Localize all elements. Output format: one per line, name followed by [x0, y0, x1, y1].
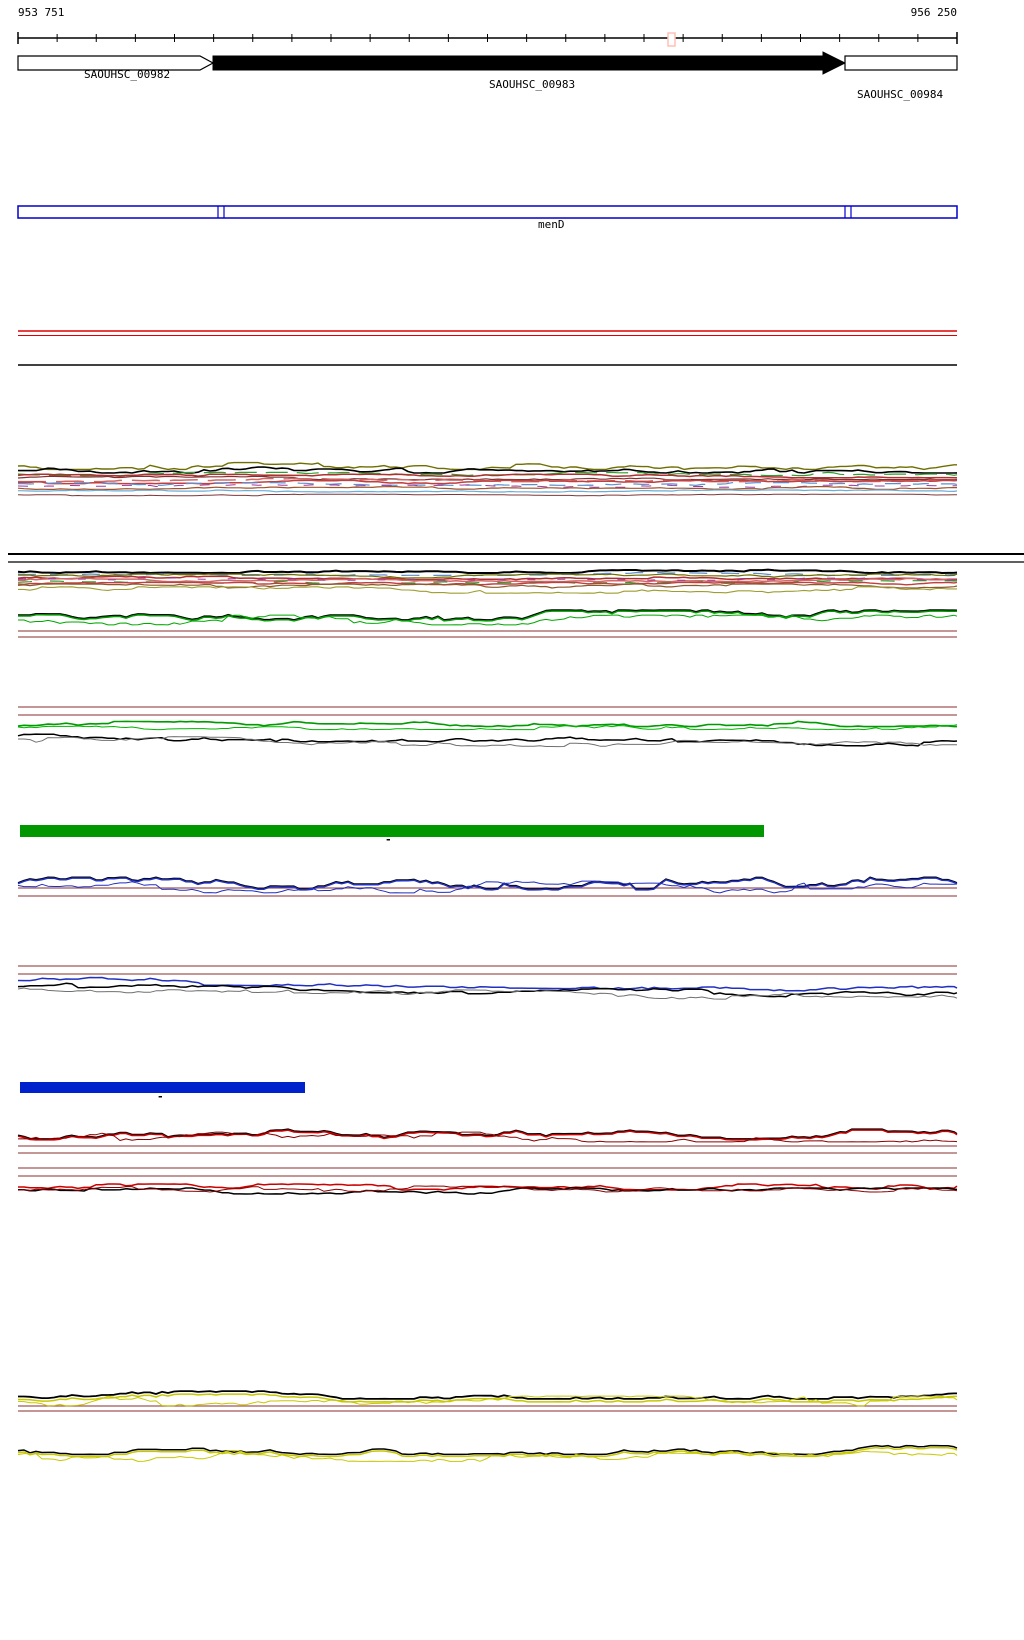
yellow-plot-upper [17, 1390, 958, 1407]
plot-line [17, 575, 957, 581]
plot-line [17, 583, 958, 589]
gene-arrow-SAOUHSC_00984[interactable] [844, 55, 958, 71]
blue-plot-lower [17, 976, 958, 1000]
right-coordinate-label: 956 250 [910, 6, 957, 19]
plot-line [18, 736, 957, 748]
plot-line [17, 1128, 958, 1140]
plot-line [18, 610, 958, 622]
multicolor-band-1 [17, 461, 958, 497]
multicolor-band-2 [17, 568, 958, 594]
plot-line [17, 987, 958, 1000]
cursor-marker[interactable] [667, 32, 676, 47]
plot-line [17, 568, 958, 574]
green-plot-lower [17, 720, 958, 748]
mend-feature-bar[interactable] [17, 205, 958, 219]
left-coordinate-label: 953 751 [18, 6, 65, 19]
coverage-plots [17, 461, 958, 1462]
reference-lines [8, 330, 1024, 1412]
plot-line [17, 473, 957, 479]
gene-arrow-SAOUHSC_00982[interactable] [17, 55, 215, 71]
plot-line [18, 586, 957, 594]
plot-line [17, 724, 958, 731]
plot-line [17, 880, 958, 894]
plot-line [17, 1444, 958, 1456]
gene-label-saouhsc-00983: SAOUHSC_00983 [489, 78, 576, 91]
plot-line [17, 877, 958, 891]
gene-label-saouhsc-00984: SAOUHSC_00984 [857, 88, 944, 101]
red-plot-upper [17, 1128, 958, 1143]
blue-plot-upper [17, 876, 958, 894]
red-plot-lower [17, 1183, 958, 1195]
plot-line [17, 571, 957, 577]
base-position-ruler [17, 32, 958, 47]
plot-line [18, 1390, 957, 1400]
plot-line [17, 733, 958, 747]
plot-line [17, 1131, 958, 1143]
plot-line [18, 1183, 958, 1191]
plot-line [18, 482, 958, 486]
plot-line [18, 573, 958, 579]
green-plot-upper [18, 609, 958, 626]
plot-line [17, 1185, 958, 1193]
yellow-plot-lower [17, 1444, 958, 1462]
plot-line [17, 493, 957, 497]
mend-bar[interactable] [17, 205, 958, 219]
plot-line [17, 1450, 958, 1462]
plot-line [18, 614, 958, 626]
gene-label-saouhsc-00982: SAOUHSC_00982 [84, 68, 171, 81]
plot-line [17, 489, 958, 493]
blue-bar-strand-label: - [157, 1090, 164, 1103]
gene-arrow-SAOUHSC_00983[interactable] [212, 51, 847, 75]
plot-line [17, 976, 958, 992]
plot-line [17, 577, 958, 583]
annotation-bars[interactable] [20, 825, 764, 1093]
blue-annotation-bar[interactable] [20, 1082, 305, 1093]
plot-line [17, 486, 957, 490]
plot-line [18, 466, 958, 474]
plot-line [17, 982, 958, 998]
plot-line [18, 577, 958, 581]
plot-line [17, 876, 958, 890]
plot-line [18, 479, 958, 485]
mend-gene-label: menD [538, 218, 565, 231]
plot-line [17, 581, 958, 586]
plot-line [17, 720, 957, 728]
plot-line [18, 1187, 958, 1195]
green-bar-strand-label: - [385, 833, 392, 846]
gene-feature-track[interactable] [17, 51, 958, 75]
plot-line [18, 609, 958, 621]
plot-line [17, 461, 957, 471]
plot-line [17, 1395, 958, 1407]
green-annotation-bar[interactable] [20, 825, 764, 837]
